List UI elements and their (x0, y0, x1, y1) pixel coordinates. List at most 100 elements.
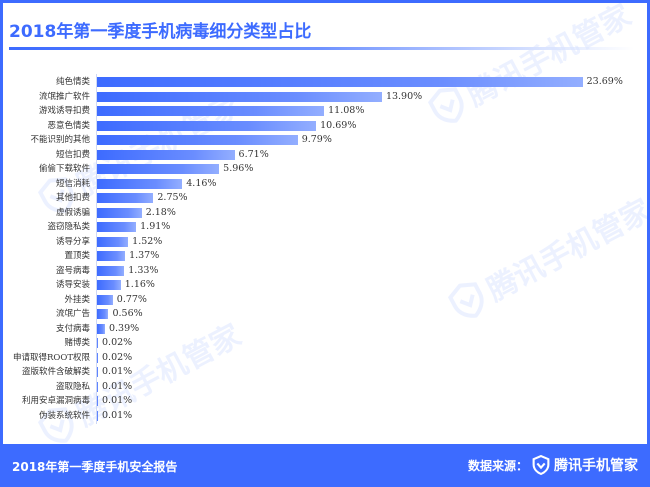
category-label: 诱导分享 (55, 236, 90, 247)
category-label: 诱导安装 (55, 280, 90, 291)
value-label: 4.16% (186, 177, 217, 189)
value-label: 11.08% (328, 105, 365, 117)
value-label: 1.52% (132, 235, 163, 247)
bar-row: 纯色情类 23.69% (0, 75, 650, 89)
footer-bar: 2018年第一季度手机安全报告 数据来源： 腾讯手机管家 (0, 444, 650, 487)
bar (97, 236, 129, 247)
bar-row: 游戏诱导扣费 11.08% (0, 104, 650, 118)
data-source: 数据来源： 腾讯手机管家 (468, 455, 638, 475)
category-label: 赌博类 (64, 338, 90, 349)
value-label: 0.01% (102, 395, 133, 407)
value-label: 0.02% (102, 337, 133, 349)
category-label: 不能识别的其他 (30, 135, 90, 146)
bar (97, 280, 121, 291)
bar (97, 381, 98, 392)
category-label: 支付病毒 (55, 323, 90, 334)
value-label: 5.96% (223, 163, 254, 175)
bar (97, 178, 183, 189)
bar-row: 流氓推广软件 13.90% (0, 90, 650, 104)
bar (97, 294, 113, 305)
bar-chart: 纯色情类 23.69% 流氓推广软件 13.90% 游戏诱导扣费 11.08% 恶意色情类 1… (0, 74, 650, 424)
value-label: 0.77% (116, 293, 147, 305)
category-label: 置顶类 (64, 251, 90, 262)
value-label: 13.90% (385, 90, 423, 102)
bar (97, 323, 105, 334)
bar-row: 诱导分享 1.52% (0, 235, 650, 249)
category-label: 申请取得ROOT权限 (12, 352, 90, 363)
value-label: 1.37% (129, 250, 160, 262)
bar (97, 309, 109, 320)
category-label: 盗窃隐私类 (47, 222, 90, 233)
bar-row: 申请取得ROOT权限 0.02% (0, 351, 650, 365)
bar-row: 流氓广告 0.56% (0, 307, 650, 321)
bar-row: 短信消耗 4.16% (0, 177, 650, 191)
bar (97, 396, 98, 407)
bar-row: 其他扣费 2.75% (0, 191, 650, 205)
value-label: 0.02% (102, 351, 133, 363)
bar (97, 410, 98, 421)
y-axis-line (96, 74, 97, 424)
report-name: 2018年第一季度手机安全报告 (12, 460, 178, 474)
bar (97, 135, 298, 146)
bar-row: 置顶类 1.37% (0, 249, 650, 263)
category-label: 外挂类 (64, 294, 90, 305)
value-label: 0.01% (102, 409, 133, 421)
bar (97, 367, 98, 378)
category-label: 纯色情类 (55, 77, 90, 87)
bar-row: 外挂类 0.77% (0, 293, 650, 307)
bar-row: 诱导安装 1.16% (0, 278, 650, 292)
bar-row: 赌博类 0.02% (0, 336, 650, 350)
bar-row: 支付病毒 0.39% (0, 322, 650, 336)
value-label: 0.39% (108, 322, 140, 334)
value-label: 9.79% (301, 134, 332, 146)
bar (97, 265, 125, 276)
category-label: 短信消耗 (55, 178, 90, 189)
category-label: 流氓推广软件 (38, 91, 90, 102)
shield-logo-icon (532, 455, 550, 475)
value-label: 6.71% (238, 148, 269, 160)
value-label: 0.01% (102, 366, 133, 378)
value-label: 1.33% (128, 264, 159, 276)
category-label: 虚假诱骗 (55, 207, 90, 218)
category-label: 盗号病毒 (55, 265, 90, 276)
bar-row: 盗窃隐私类 1.91% (0, 220, 650, 234)
value-label: 2.18% (145, 206, 176, 218)
bar-row: 不能识别的其他 9.79% (0, 133, 650, 147)
category-label: 盗取隐私 (55, 381, 90, 392)
bar (97, 164, 220, 175)
bar (97, 91, 382, 102)
value-label: 0.56% (112, 308, 143, 320)
category-label: 其他扣费 (55, 193, 90, 204)
category-label: 偷偷下载软件 (38, 164, 90, 175)
bar-row: 盗号病毒 1.33% (0, 264, 650, 278)
bar (97, 106, 325, 117)
value-label: 1.91% (140, 221, 171, 233)
bar (97, 222, 137, 233)
bar (97, 149, 235, 160)
bar-row: 盗版软件含破解类 0.01% (0, 365, 650, 379)
brand-name: 腾讯手机管家 (554, 458, 638, 474)
value-label: 10.69% (320, 119, 357, 131)
bar-row: 盗取隐私 0.01% (0, 380, 650, 394)
bar (97, 207, 142, 218)
bar (97, 120, 317, 131)
bar-row: 伪装系统软件 0.01% (0, 409, 650, 423)
bar-row: 恶意色情类 10.69% (0, 119, 650, 133)
value-label: 0.01% (102, 380, 133, 392)
bar-row: 利用安卓漏洞病毒 0.01% (0, 394, 650, 408)
source-label: 数据来源： (467, 458, 528, 473)
category-label: 盗版软件含破解类 (21, 367, 90, 378)
bar (97, 251, 126, 262)
value-label: 1.16% (124, 279, 155, 291)
title-underline (9, 47, 634, 50)
chart-title: 2018年第一季度手机病毒细分类型占比 (9, 22, 312, 42)
category-label: 利用安卓漏洞病毒 (21, 396, 90, 407)
category-label: 伪装系统软件 (38, 410, 90, 421)
bar-row: 虚假诱骗 2.18% (0, 206, 650, 220)
value-label: 2.75% (157, 192, 188, 204)
category-label: 短信扣费 (55, 149, 90, 160)
category-label: 流氓广告 (55, 309, 90, 320)
bar-row: 偷偷下载软件 5.96% (0, 162, 650, 176)
category-label: 游戏诱导扣费 (38, 106, 90, 117)
bar (97, 77, 583, 87)
